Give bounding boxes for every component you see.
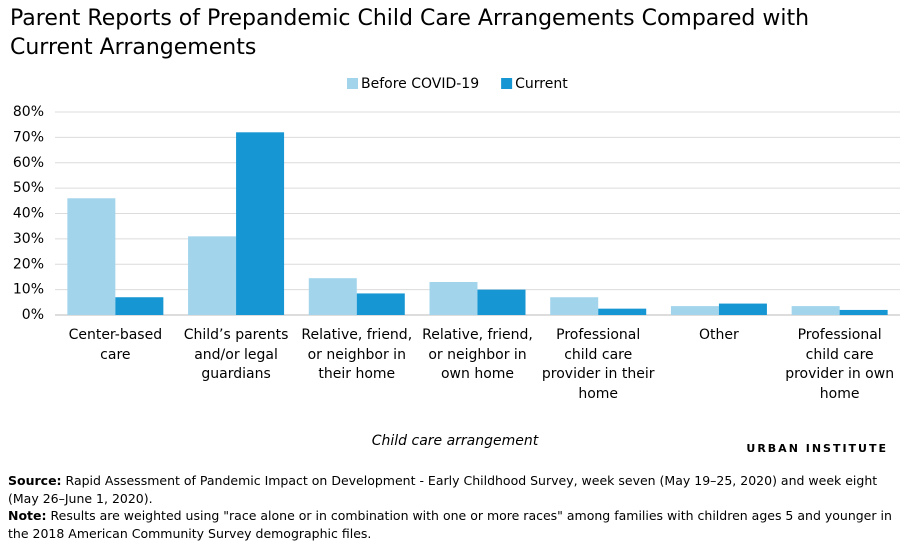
y-tick-label: 20% bbox=[13, 256, 44, 272]
note-text: Results are weighted using "race alone o… bbox=[8, 508, 892, 541]
x-tick-label: Other bbox=[699, 327, 739, 343]
source-label: Source: bbox=[8, 473, 62, 488]
bar bbox=[356, 293, 405, 315]
y-tick-label: 0% bbox=[22, 307, 44, 323]
source-text: Rapid Assessment of Pandemic Impact on D… bbox=[8, 473, 878, 506]
y-tick-label: 50% bbox=[13, 180, 44, 196]
y-tick-label: 30% bbox=[13, 231, 44, 247]
bar bbox=[308, 278, 357, 315]
x-tick-label: Center-based care bbox=[68, 327, 163, 363]
bar bbox=[550, 297, 599, 315]
legend-label: Before COVID-19 bbox=[361, 76, 479, 92]
bar bbox=[67, 198, 116, 315]
branding: URBAN INSTITUTE bbox=[746, 442, 888, 455]
legend-label: Current bbox=[515, 76, 568, 92]
bar bbox=[188, 236, 237, 315]
bar bbox=[718, 303, 767, 315]
x-tick-label: Relative, friend, or neighbor in own hom… bbox=[422, 327, 533, 382]
legend-swatch bbox=[347, 78, 358, 89]
note-label: Note: bbox=[8, 508, 47, 523]
source: Source: Rapid Assessment of Pandemic Imp… bbox=[8, 472, 898, 507]
x-tick-label: Child’s parents and/or legal guardians bbox=[183, 327, 289, 382]
bar bbox=[670, 306, 719, 315]
bar bbox=[839, 309, 888, 315]
legend-swatch bbox=[501, 78, 513, 89]
x-tick-label: Professional child care provider in thei… bbox=[541, 327, 655, 402]
chart-title: Parent Reports of Prepandemic Child Care… bbox=[10, 6, 810, 60]
y-tick-label: 10% bbox=[13, 282, 44, 298]
bar bbox=[598, 308, 647, 315]
y-tick-label: 80% bbox=[13, 104, 44, 120]
x-tick-label: Professional child care provider in own … bbox=[785, 327, 895, 402]
bar bbox=[477, 289, 526, 315]
bar bbox=[115, 297, 164, 315]
bar bbox=[791, 306, 840, 315]
y-tick-label: 70% bbox=[13, 129, 44, 145]
note: Note: Results are weighted using "race a… bbox=[8, 507, 898, 542]
bar bbox=[236, 132, 285, 315]
x-tick-label: Relative, friend, or neighbor in their h… bbox=[301, 327, 413, 382]
x-axis-label: Child care arrangement bbox=[372, 433, 539, 449]
footnotes: Source: Rapid Assessment of Pandemic Imp… bbox=[8, 472, 898, 542]
bar bbox=[429, 282, 478, 315]
y-tick-label: 60% bbox=[13, 155, 44, 171]
y-tick-label: 40% bbox=[13, 206, 44, 222]
